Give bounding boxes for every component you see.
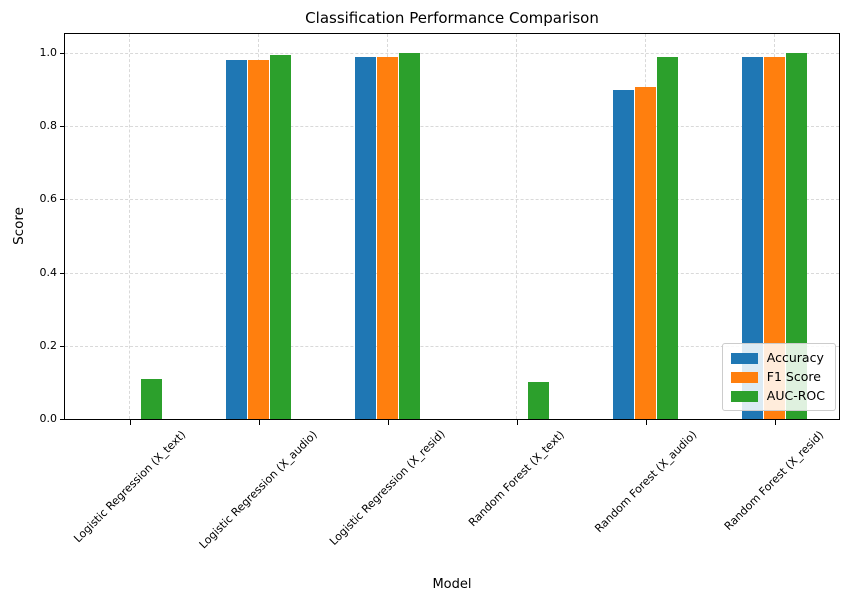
x-tick-label: Logistic Regression (X_resid) (327, 427, 448, 549)
y-tick-mark (60, 419, 64, 420)
bar (528, 382, 549, 419)
x-tick-mark (387, 420, 389, 425)
bar (742, 56, 763, 419)
h-gridline (65, 126, 839, 128)
y-tick-mark (60, 345, 64, 347)
x-tick-mark (516, 420, 518, 425)
x-tick-label: Random Forest (X_text) (465, 428, 567, 529)
x-tick-mark (645, 420, 647, 425)
bar (613, 89, 634, 419)
y-tick-label: 0.2 (39, 338, 58, 352)
bar (399, 53, 420, 419)
bar (635, 86, 656, 419)
legend-item: AUC-ROC (730, 388, 825, 404)
plot-area: Accuracy F1 Score AUC-ROC (64, 33, 840, 420)
y-tick-mark (60, 126, 64, 128)
bar (377, 56, 398, 419)
y-tick-label: 0.0 (39, 412, 58, 425)
bar (226, 60, 247, 419)
x-axis-title: Model (432, 577, 472, 592)
y-tick-label: 0.4 (39, 265, 58, 279)
y-tick-label: 0.8 (39, 119, 58, 133)
bar (786, 53, 807, 419)
auc-roc-swatch-icon (730, 390, 758, 402)
x-tick-label: Logistic Regression (X_text) (70, 427, 188, 545)
legend-label: F1 Score (766, 369, 821, 384)
h-gridline (65, 199, 839, 201)
y-tick-label: 1.0 (39, 46, 58, 59)
y-tick-mark (60, 53, 64, 54)
f1-score-swatch-icon (730, 371, 758, 383)
bar (657, 56, 678, 419)
y-tick-label: 0.6 (39, 192, 58, 206)
x-tick-mark (258, 420, 260, 425)
h-gridline (65, 272, 839, 274)
bar (141, 378, 162, 419)
h-gridline (65, 345, 839, 347)
y-tick-mark (60, 199, 64, 201)
accuracy-swatch-icon (730, 352, 758, 364)
y-axis-title: Score (11, 207, 27, 245)
x-tick-label: Random Forest (X_resid) (721, 428, 827, 533)
bar (248, 60, 269, 419)
bar (270, 54, 291, 419)
legend: Accuracy F1 Score AUC-ROC (721, 343, 836, 411)
x-tick-mark (129, 420, 131, 425)
bar (764, 56, 785, 419)
legend-item: Accuracy (730, 350, 825, 366)
x-tick-mark (774, 420, 776, 425)
legend-label: AUC-ROC (766, 388, 825, 403)
h-gridline (65, 53, 839, 54)
v-gridline (516, 34, 517, 419)
y-tick-mark (60, 272, 64, 274)
legend-label: Accuracy (766, 350, 824, 365)
bar (355, 56, 376, 419)
legend-item: F1 Score (730, 369, 825, 385)
x-tick-label: Random Forest (X_audio) (591, 427, 699, 535)
x-tick-label: Logistic Regression (X_audio) (196, 427, 320, 552)
chart-title: Classification Performance Comparison (305, 9, 599, 27)
v-gridline (129, 34, 130, 419)
